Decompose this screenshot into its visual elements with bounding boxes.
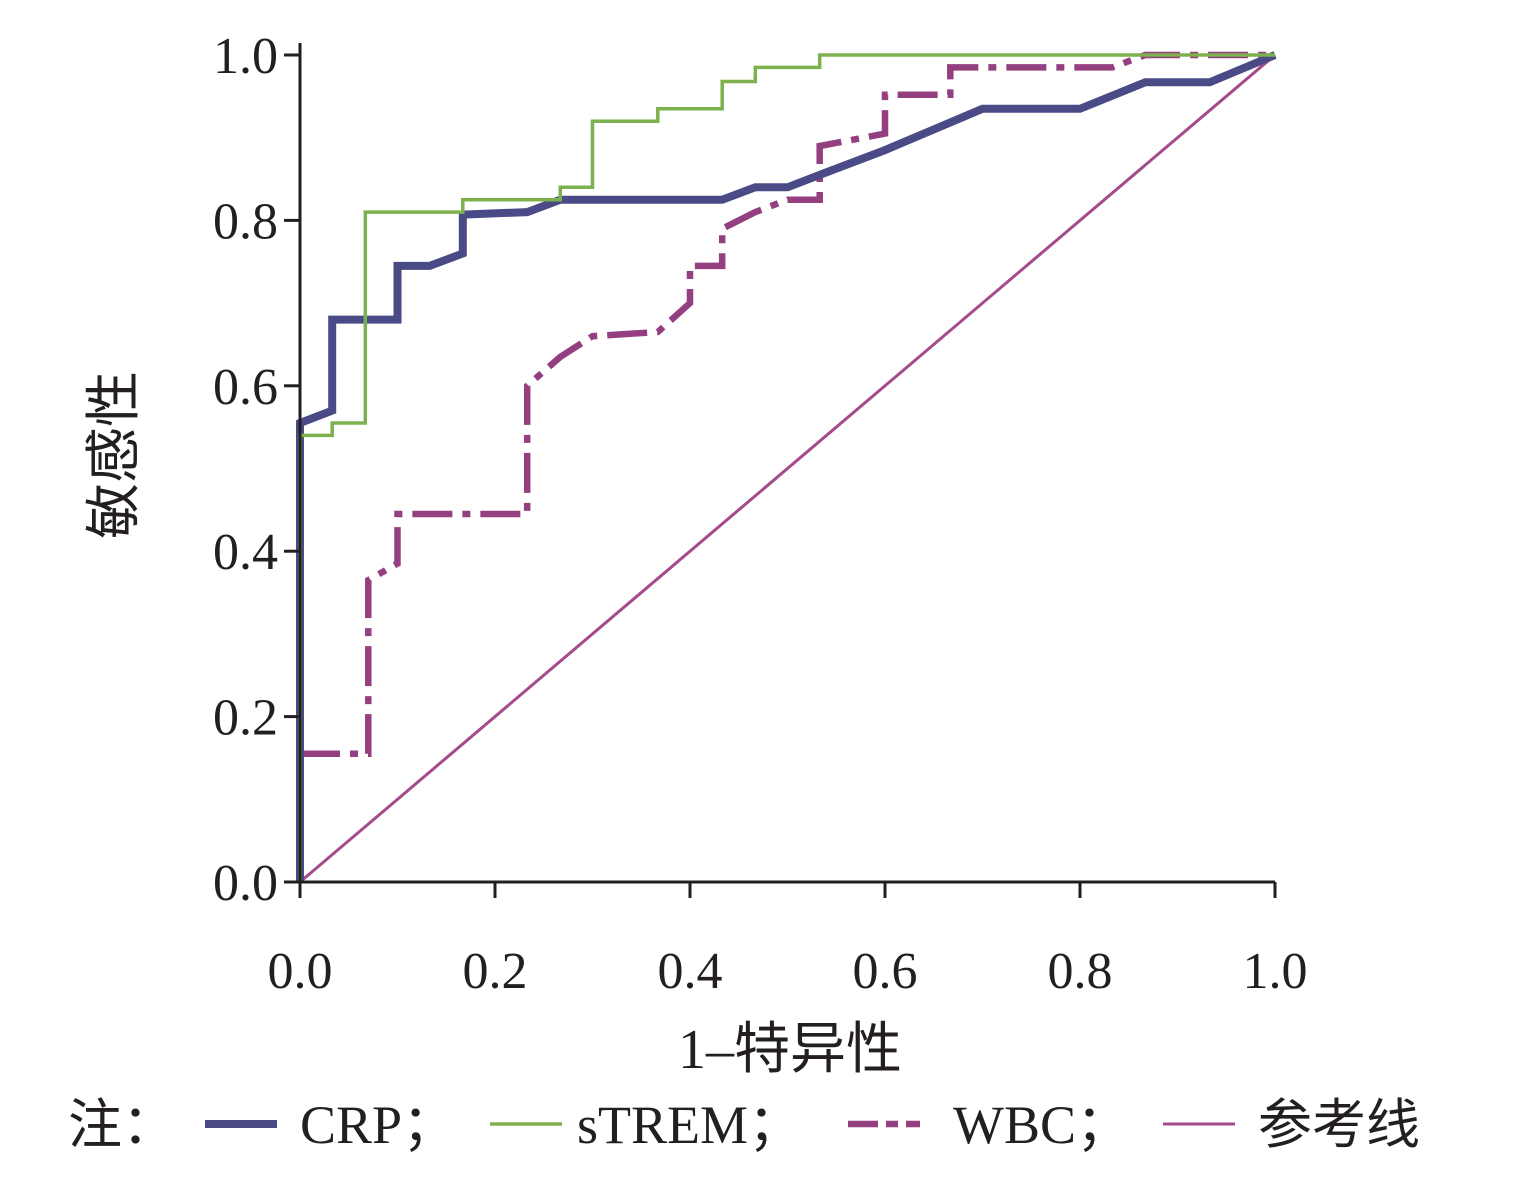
- y-ticks: 0.0 0.2 0.4 0.6 0.8 1.0: [213, 28, 300, 912]
- y-tick-label: 1.0: [213, 28, 278, 85]
- series-line-strem: [298, 53, 1275, 882]
- legend-label: 参考线: [1258, 1095, 1420, 1155]
- x-axis-title: 1–特异性: [678, 1019, 902, 1081]
- x-ticks: 0.0 0.2 0.4 0.6 0.8 1.0: [268, 882, 1308, 1000]
- y-tick-label: 0.6: [213, 359, 278, 416]
- legend-label: WBC；: [953, 1095, 1130, 1155]
- x-tick-label: 0.2: [463, 943, 528, 1000]
- series-line-reference: [299, 53, 1276, 884]
- y-axis-title: 敏感性: [84, 371, 146, 539]
- y-tick-label: 0.0: [213, 855, 278, 912]
- series-line-wbc: [300, 51, 1275, 758]
- x-tick-label: 0.6: [853, 943, 918, 1000]
- series-layer: [296, 51, 1277, 884]
- legend-label: sTREM；: [577, 1095, 802, 1155]
- y-tick-label: 0.2: [213, 690, 278, 747]
- legend-prefix: 注：: [68, 1095, 176, 1155]
- y-tick-label: 0.8: [213, 193, 278, 250]
- x-tick-label: 0.8: [1048, 943, 1113, 1000]
- x-tick-label: 0.0: [268, 943, 333, 1000]
- y-tick-label: 0.4: [213, 524, 278, 581]
- axes-layer: 0.0 0.2 0.4 0.6 0.8 1.0 0.0 0.2 0.4 0.6 0.8 1.0: [213, 28, 1308, 1000]
- x-tick-label: 0.4: [658, 943, 723, 1000]
- legend: 注： CRP； sTREM； WBC； 参考线: [68, 1095, 1420, 1155]
- x-tick-label: 1.0: [1243, 943, 1308, 1000]
- legend-label: CRP；: [300, 1095, 456, 1155]
